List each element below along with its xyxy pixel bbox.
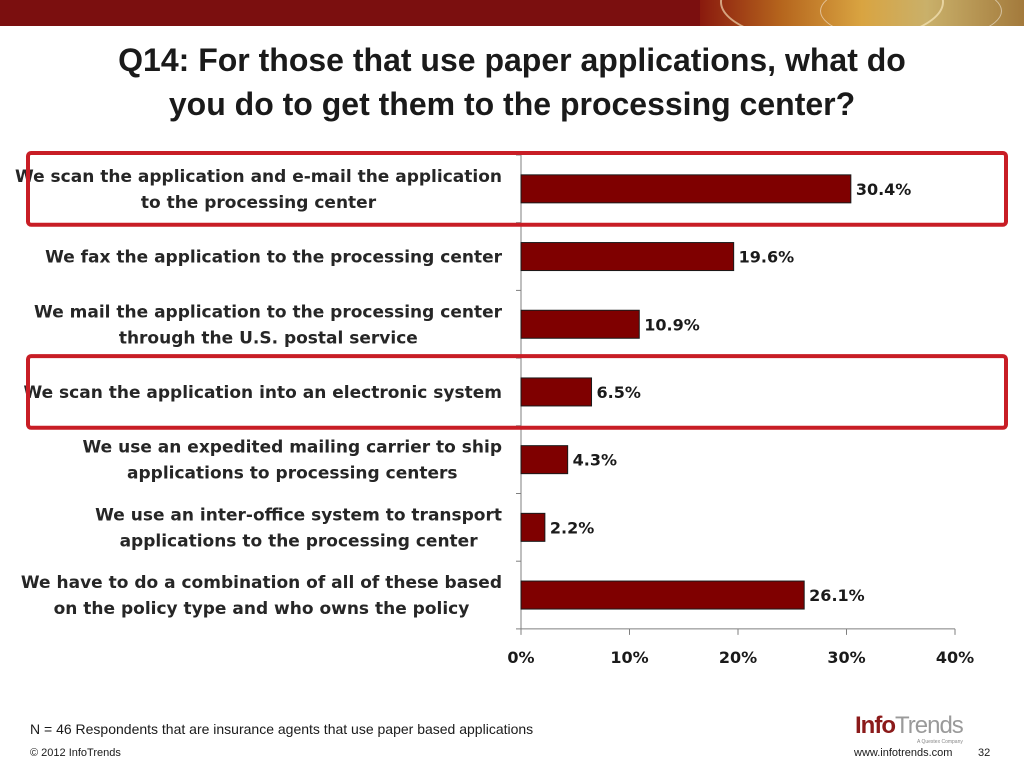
category-label-5-line-0: We use an inter-office system to transpo… — [95, 505, 502, 525]
header-banner-image — [700, 0, 1024, 26]
slide-title-line-2: you do to get them to the processing cen… — [168, 86, 856, 122]
category-label-2-line-0: We mail the application to the processin… — [34, 302, 503, 322]
category-label-4-line-1: applications to processing centers — [127, 464, 457, 484]
highlight-box-0 — [26, 151, 1008, 227]
category-label-6-line-0: We have to do a combination of all of th… — [21, 573, 502, 593]
data-label-3: 6.5% — [597, 383, 641, 402]
x-tick-label-3: 30% — [827, 648, 865, 667]
logo-text-trends: Trends — [894, 712, 964, 739]
data-label-2: 10.9% — [644, 315, 700, 334]
bar-0 — [520, 174, 852, 204]
bar-chart: 0% 10% 20% 30% 40% 30.4% We scan the applicati… — [15, 151, 1008, 667]
bar-2 — [520, 309, 640, 339]
data-label-5: 2.2% — [550, 518, 594, 537]
data-label-4: 4.3% — [573, 451, 617, 470]
x-tick-label-0: 0% — [507, 648, 534, 667]
logo-tagline: A Questex Company — [917, 739, 963, 745]
bar-3 — [520, 377, 593, 407]
category-label-3-line-0: We scan the application into an electron… — [23, 383, 502, 403]
copyright: © 2012 InfoTrends — [30, 747, 121, 759]
logo-text-info: Info — [855, 712, 896, 739]
page-number: 32 — [978, 747, 991, 759]
data-label-0: 30.4% — [856, 180, 912, 199]
bar-4 — [520, 445, 569, 475]
category-label-5-line-1: applications to the processing center — [120, 531, 479, 551]
data-label-1: 19.6% — [739, 248, 795, 267]
category-label-0-line-0: We scan the application and e-mail the a… — [15, 167, 502, 187]
highlight-box-1 — [26, 354, 1008, 430]
category-label-0-line-1: to the processing center — [141, 193, 377, 213]
x-tick-label-2: 20% — [719, 648, 757, 667]
x-tick-label-1: 10% — [610, 648, 648, 667]
category-label-6-line-1: on the policy type and who owns the poli… — [54, 599, 470, 619]
x-tick-label-4: 40% — [936, 648, 974, 667]
category-label-1-line-0: We fax the application to the processing… — [45, 248, 503, 268]
infotrends-logo: InfoTrends A Questex Company — [855, 712, 970, 745]
sample-note: N = 46 Respondents that are insurance ag… — [30, 721, 534, 737]
website-link: www.infotrends.com — [854, 747, 953, 759]
category-label-4-line-0: We use an expedited mailing carrier to s… — [83, 438, 502, 458]
bar-5 — [520, 512, 546, 542]
bar-1 — [520, 242, 735, 272]
data-label-6: 26.1% — [809, 586, 865, 605]
bar-6 — [520, 580, 805, 610]
slide-title-line-1: Q14: For those that use paper applicatio… — [118, 42, 906, 78]
category-label-2-line-1: through the U.S. postal service — [119, 328, 418, 348]
slide-title: Q14: For those that use paper applicatio… — [40, 38, 984, 126]
